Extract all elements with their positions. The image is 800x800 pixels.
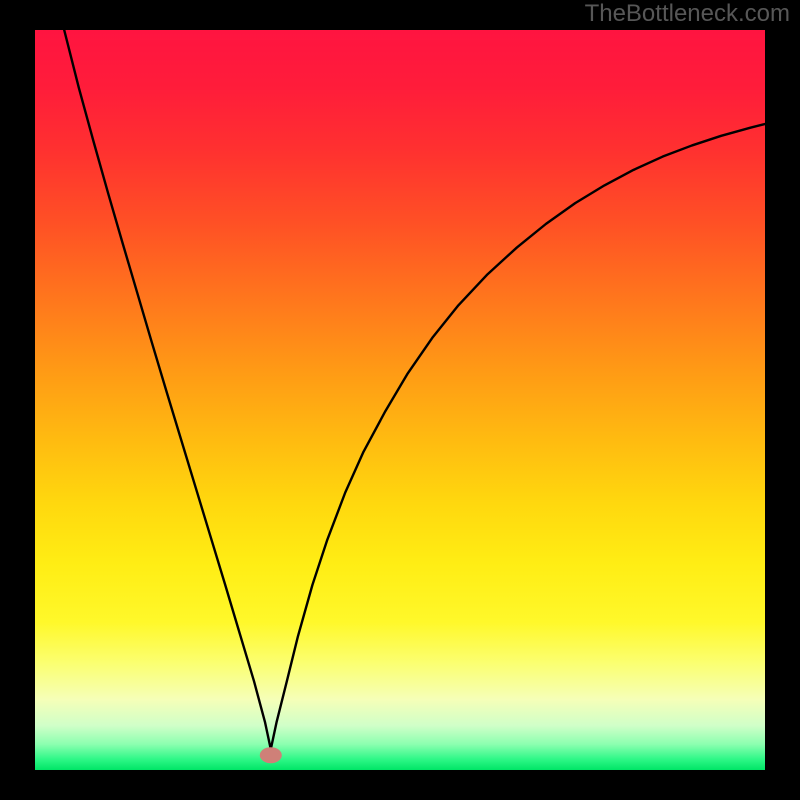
plot-background-gradient [35, 30, 765, 770]
chart-stage: TheBottleneck.com [0, 0, 800, 800]
optimum-marker [260, 747, 282, 763]
watermark-text: TheBottleneck.com [585, 0, 790, 28]
bottleneck-chart [0, 0, 800, 800]
